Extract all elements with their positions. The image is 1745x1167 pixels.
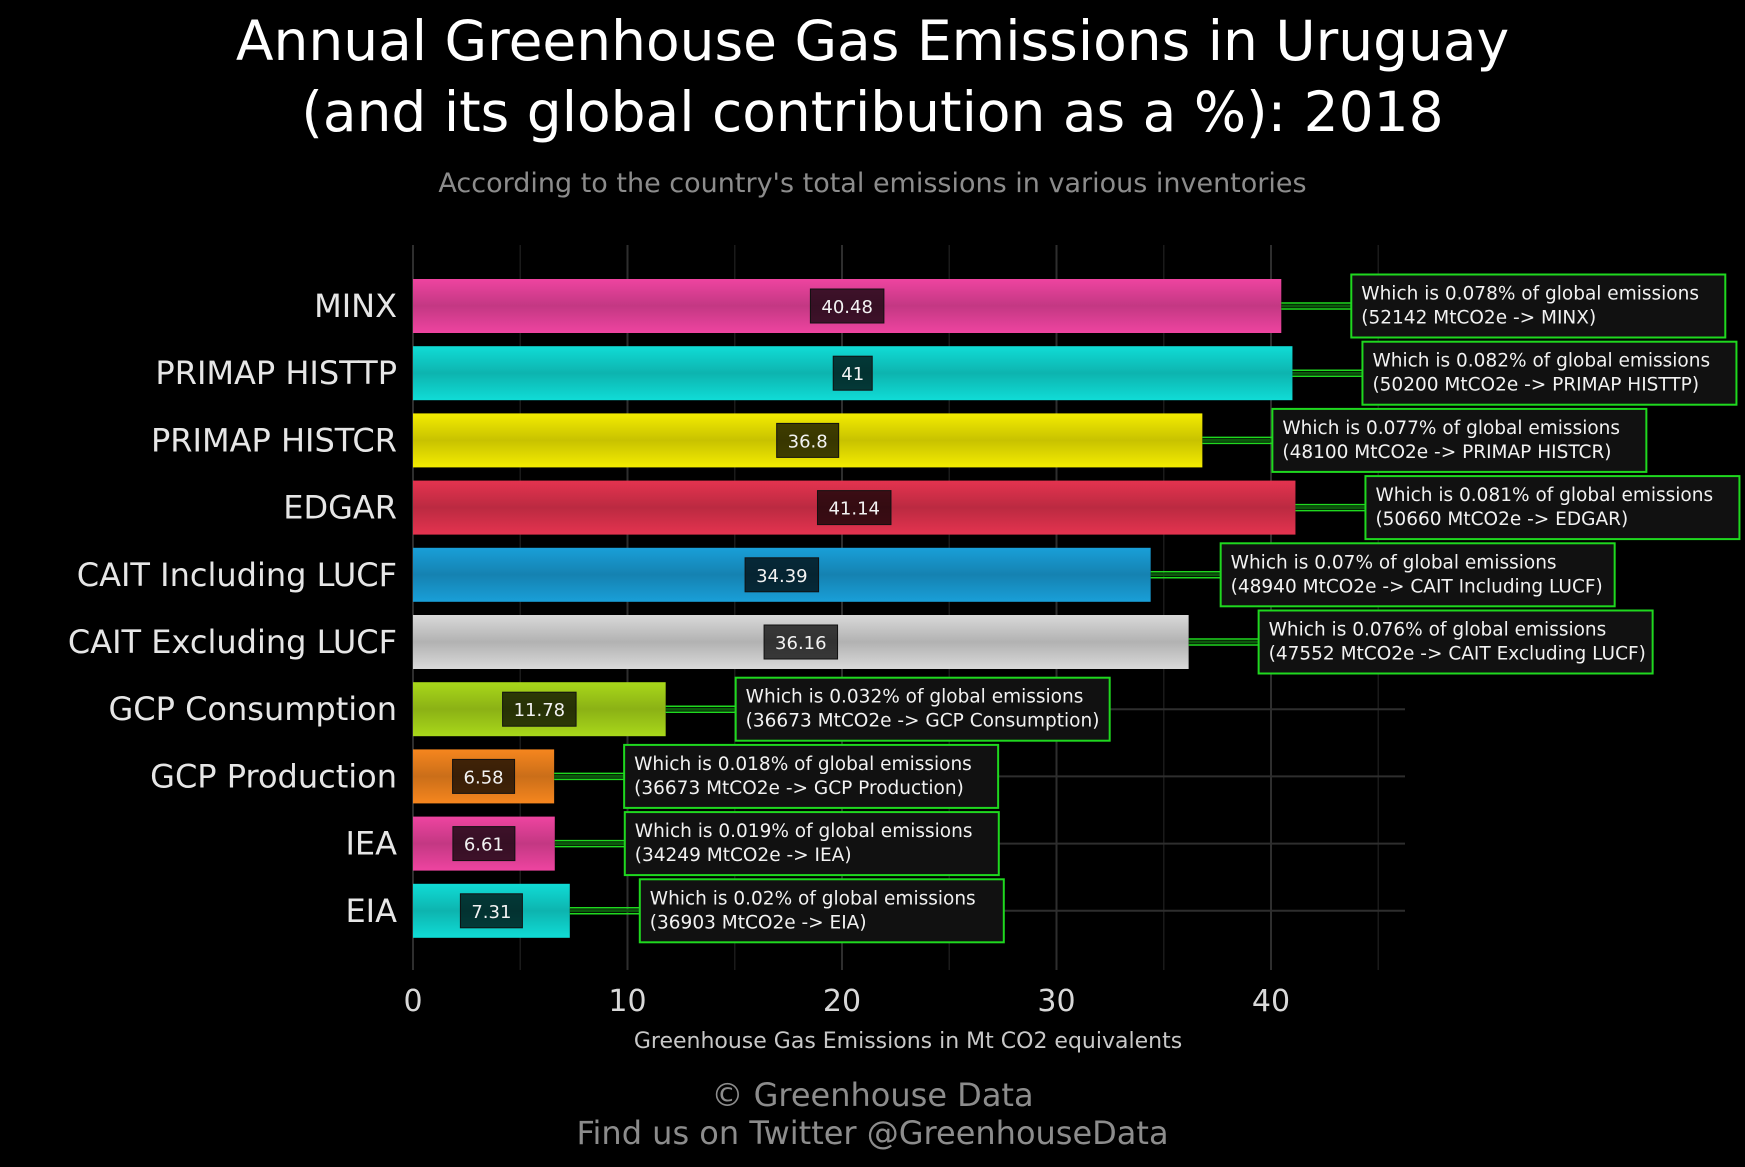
bar-row: PRIMAP HISTCR 36.8 Which is 0.077% of glob… [151,407,1648,473]
annotation-box [1271,407,1648,473]
value-label: 41.14 [828,499,880,520]
x-tick-label: 40 [1252,984,1290,1019]
connector [1202,436,1273,445]
category-label: CAIT Including LUCF [77,556,397,594]
chart-title-line-2: (and its global contribution as a %): 20… [301,80,1444,144]
value-label-box [502,691,577,727]
connector [554,772,625,781]
value-label-box [452,758,516,794]
annotation-line-2: (50200 MtCO2e -> PRIMAP HISTTP) [1372,375,1699,396]
value-label: 40.48 [821,297,873,318]
bar-row: EIA 7.31 Which is 0.02% of global emission… [345,878,1005,944]
connector [569,907,640,915]
bar-row: GCP Consumption 11.78 Which is 0.032% of g… [108,676,1111,742]
category-label: EDGAR [283,489,397,527]
category-label: EIA [345,892,397,930]
value-label-box [809,288,885,324]
category-label: GCP Production [150,757,397,795]
bar-row: EDGAR 41.14 Which is 0.081% of global emis… [283,475,1741,541]
x-tick-label: 20 [823,984,861,1019]
x-axis-title: Greenhouse Gas Emissions in Mt CO2 equiv… [634,1029,1182,1054]
category-label: PRIMAP HISTCR [151,421,397,459]
value-label: 36.16 [775,633,827,654]
bar-row: GCP Production 6.58 Which is 0.018% of glo… [150,743,1000,809]
connector [1295,503,1366,512]
annotation-line-2: (48100 MtCO2e -> PRIMAP HISTCR) [1282,442,1611,463]
value-label: 6.58 [464,767,504,788]
annotation-box [734,676,1111,742]
category-label: IEA [345,825,397,863]
value-label-box [459,893,523,929]
annotation-box [1361,340,1738,406]
annotation-line-2: (34249 MtCO2e -> IEA) [635,845,852,866]
category-label: CAIT Excluding LUCF [68,623,397,661]
value-label: 6.61 [464,835,504,856]
annotation-line-1: Which is 0.082% of global emissions [1372,351,1710,372]
value-label-box [816,490,892,526]
annotation-line-1: Which is 0.077% of global emissions [1282,418,1620,439]
annotation-line-1: Which is 0.081% of global emissions [1375,485,1713,506]
value-label-box [832,355,873,391]
annotation-line-1: Which is 0.078% of global emissions [1361,284,1699,305]
annotation-line-1: Which is 0.07% of global emissions [1231,552,1557,573]
connector [1281,302,1352,310]
annotation-line-2: (47552 MtCO2e -> CAIT Excluding LUCF) [1269,644,1646,665]
value-label: 36.8 [788,431,828,452]
annotation-line-2: (50660 MtCO2e -> EDGAR) [1375,509,1628,530]
value-label-box [744,557,820,593]
annotation-box [638,878,1005,944]
annotation-line-1: Which is 0.018% of global emissions [634,754,972,775]
x-axis: 0 10 20 30 40 Greenhouse Gas Emissions in Mt … [403,984,1290,1054]
category-label: PRIMAP HISTTP [155,354,397,392]
connector [1292,369,1363,377]
annotation-box [1350,273,1727,339]
footer-twitter: Find us on Twitter @GreenhouseData [576,1114,1169,1152]
bar-row: CAIT Including LUCF 34.39 Which is 0.07% o… [77,542,1616,608]
annotation-line-2: (36673 MtCO2e -> GCP Production) [634,778,964,799]
annotation-line-2: (36903 MtCO2e -> EIA) [650,912,867,933]
value-label: 11.78 [514,700,566,721]
annotation-line-1: Which is 0.019% of global emissions [635,821,973,842]
chart-title-line-1: Annual Greenhouse Gas Emissions in Urugu… [235,9,1510,73]
annotation-box [1257,609,1654,675]
chart-subtitle: According to the country's total emissio… [438,168,1307,199]
value-label: 41 [841,364,864,385]
annotation-line-1: Which is 0.032% of global emissions [746,687,1084,708]
annotation-line-1: Which is 0.02% of global emissions [650,888,976,909]
connector [1188,638,1259,646]
annotation-box [1364,475,1741,541]
bar-row: IEA 6.61 Which is 0.019% of global emissio… [345,811,1000,877]
value-label-box [452,826,516,862]
footer-copyright: © Greenhouse Data [711,1076,1034,1114]
annotation-box [1219,542,1616,608]
bar-row: CAIT Excluding LUCF 36.16 Which is 0.076% … [68,609,1654,675]
connector [554,839,625,848]
bar-row: PRIMAP HISTTP 41 Which is 0.082% of global… [155,340,1738,406]
value-label-box [776,422,840,458]
annotation-box [623,811,1000,877]
connector [1150,571,1221,579]
annotation-box [623,743,1000,809]
x-tick-label: 0 [403,984,422,1019]
chart-title: Annual Greenhouse Gas Emissions in Urugu… [0,6,1745,148]
bar-row: MINX 40.48 Which is 0.078% of global emiss… [314,273,1727,339]
annotation-line-2: (48940 MtCO2e -> CAIT Including LUCF) [1231,576,1603,597]
value-label-box [763,624,839,660]
x-tick-label: 30 [1037,984,1075,1019]
category-label: MINX [314,287,397,325]
annotation-line-2: (36673 MtCO2e -> GCP Consumption) [746,711,1100,732]
connector [665,705,736,713]
annotation-line-1: Which is 0.076% of global emissions [1269,620,1607,641]
x-tick-label: 10 [608,984,646,1019]
value-label: 7.31 [471,902,511,923]
category-label: GCP Consumption [108,690,397,728]
value-label: 34.39 [756,566,808,587]
annotation-line-2: (52142 MtCO2e -> MINX) [1361,308,1596,329]
